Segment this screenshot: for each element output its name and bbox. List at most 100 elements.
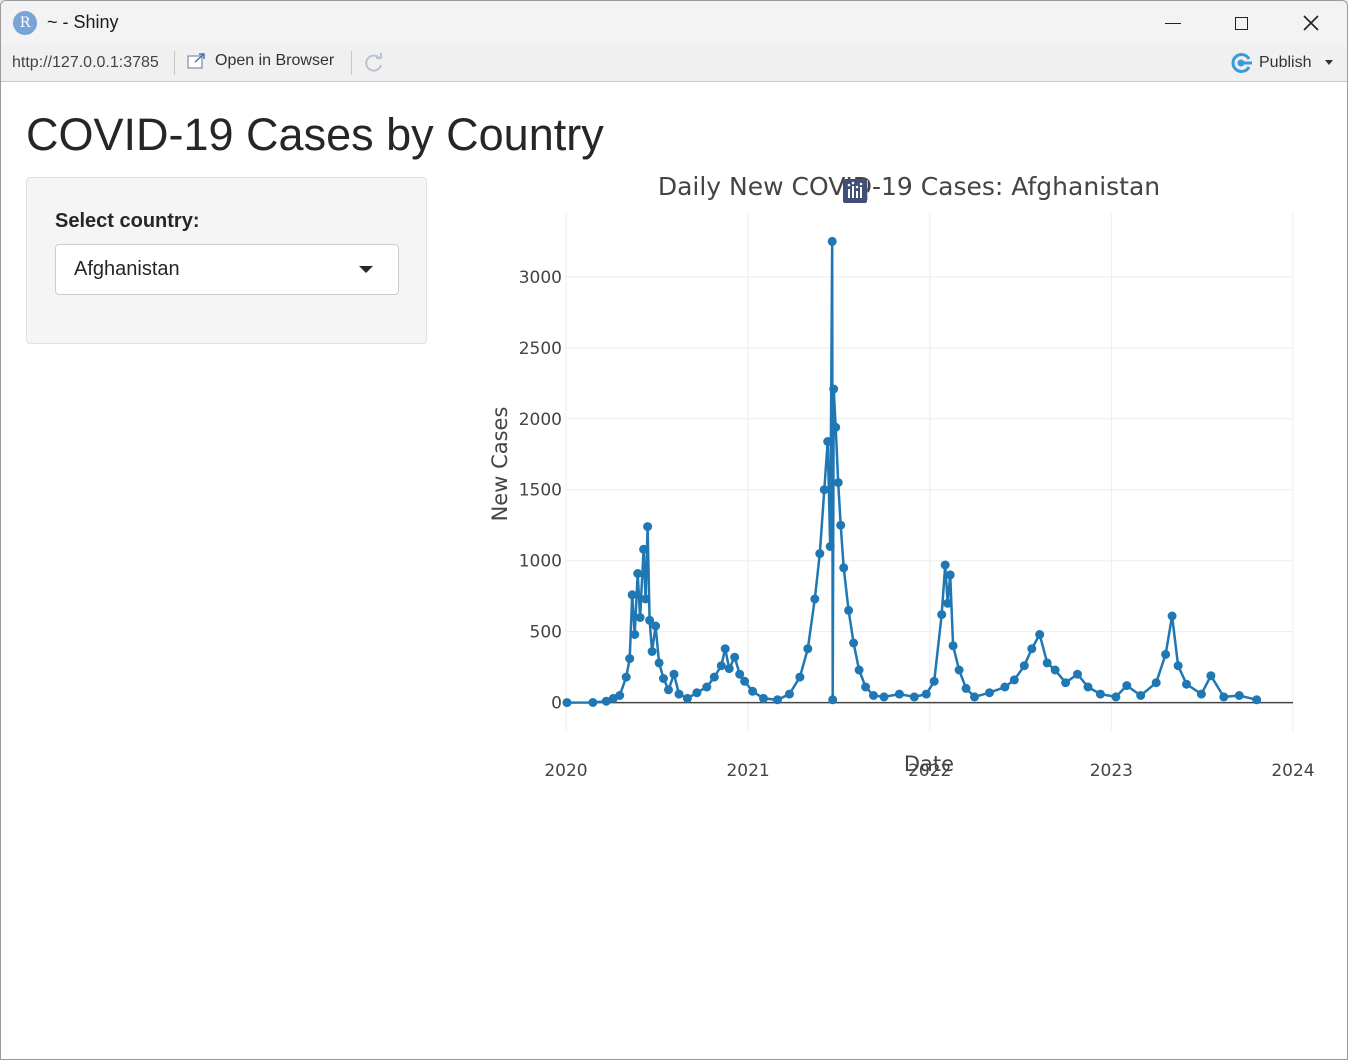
data-point	[664, 685, 673, 695]
data-point	[633, 569, 643, 578]
data-point	[844, 605, 854, 615]
data-point	[854, 665, 864, 675]
y-tick-label: 0	[551, 694, 562, 714]
data-point	[954, 665, 964, 675]
data-point	[682, 693, 692, 703]
plot-area[interactable]: 0 500 1000 1500 2000 2500 3000 2020 2021 2022 2023…	[471, 161, 1341, 801]
close-button[interactable]	[1277, 1, 1345, 45]
data-point	[829, 384, 839, 394]
data-point	[588, 698, 598, 707]
x-tick-label: 2022	[908, 761, 951, 781]
publish-dropdown-icon[interactable]	[1325, 60, 1333, 65]
plotly-logo-icon	[843, 179, 867, 203]
data-point	[929, 676, 939, 686]
data-point	[784, 689, 794, 699]
y-tick-label: 3000	[519, 268, 562, 288]
url-display: http://127.0.0.1:3785	[12, 54, 159, 71]
data-point	[849, 638, 859, 648]
data-point	[961, 683, 971, 693]
data-point	[643, 522, 653, 532]
data-point	[1027, 644, 1037, 654]
country-select-value: Afghanistan	[74, 258, 180, 280]
data-point	[730, 652, 740, 662]
data-point	[1042, 658, 1052, 668]
data-point	[1000, 682, 1010, 692]
data-point	[869, 691, 878, 700]
y-tick-label: 2000	[519, 410, 562, 430]
hover-compare-button[interactable]	[844, 179, 1239, 209]
refresh-icon[interactable]	[363, 52, 385, 74]
data-point	[909, 692, 919, 702]
open-in-browser-button[interactable]: Open in Browser	[187, 52, 334, 70]
data-point	[562, 698, 572, 708]
toolbar-divider	[174, 51, 175, 75]
data-point	[1019, 661, 1029, 671]
data-point	[601, 696, 611, 706]
data-point	[836, 520, 846, 530]
zoom-button[interactable]	[844, 179, 915, 209]
cases-chart[interactable]: 0 500 1000 1500 2000 2500 3000 2020 2021 2022 2023…	[471, 161, 1341, 801]
x-tick-label: 2024	[1271, 761, 1314, 781]
y-tick-label: 2500	[519, 339, 562, 359]
data-point	[621, 672, 631, 682]
data-point	[627, 590, 637, 600]
publish-label: Publish	[1259, 54, 1312, 71]
open-browser-icon	[187, 53, 205, 69]
data-point	[819, 485, 829, 495]
data-point	[1151, 678, 1161, 688]
data-point	[861, 682, 871, 692]
data-point	[795, 672, 805, 682]
data-point	[773, 695, 782, 705]
data-point	[669, 669, 679, 679]
publish-button[interactable]: Publish	[1229, 52, 1311, 74]
data-point	[810, 594, 820, 604]
data-point	[625, 654, 635, 664]
data-point	[1173, 661, 1183, 671]
country-select[interactable]: Afghanistan	[55, 244, 399, 295]
tick-layer: 0 500 1000 1500 2000 2500 3000 2020 2021 2022 2023…	[519, 268, 1315, 781]
data-point	[702, 682, 712, 692]
grid-layer	[565, 213, 1294, 731]
reset-axes-button[interactable]	[844, 179, 1167, 209]
box-select-button[interactable]	[844, 179, 987, 209]
marker-layer	[562, 236, 1262, 708]
maximize-button[interactable]	[1207, 1, 1275, 45]
r-logo-icon: R	[13, 11, 37, 35]
data-point	[803, 644, 813, 654]
x-tick-label: 2021	[726, 761, 769, 781]
minimize-icon	[1165, 22, 1181, 24]
data-point	[630, 630, 640, 639]
data-point	[1050, 665, 1060, 675]
data-point	[839, 563, 849, 573]
open-in-browser-label: Open in Browser	[215, 52, 335, 69]
minimize-button[interactable]	[1139, 1, 1207, 45]
data-point	[1136, 691, 1146, 700]
autoscale-button[interactable]	[844, 179, 1131, 209]
viewer-toolbar: http://127.0.0.1:3785 Open in Browser Pu…	[1, 45, 1347, 82]
x-tick-label: 2023	[1090, 761, 1133, 781]
data-point	[647, 647, 657, 656]
data-point	[1206, 671, 1216, 681]
data-point	[948, 641, 958, 651]
close-icon	[1303, 15, 1319, 31]
data-point	[943, 598, 953, 608]
data-point	[724, 664, 734, 674]
data-point	[735, 669, 745, 679]
lasso-select-button[interactable]	[846, 179, 1023, 209]
pan-button[interactable]	[845, 179, 951, 209]
data-point	[654, 658, 664, 668]
data-point	[879, 692, 889, 702]
zoom-out-button[interactable]	[844, 179, 1095, 209]
data-point	[1182, 679, 1191, 689]
y-axis-title: New Cases	[488, 407, 512, 522]
data-point	[1009, 675, 1019, 685]
data-point	[1061, 678, 1071, 688]
data-point	[639, 544, 649, 554]
data-point	[716, 661, 726, 671]
data-point	[828, 695, 838, 705]
hover-closest-button[interactable]	[844, 179, 1203, 209]
zoom-in-button[interactable]	[844, 179, 1059, 209]
data-point	[937, 610, 947, 620]
plotly-logo-button[interactable]	[843, 179, 1295, 209]
